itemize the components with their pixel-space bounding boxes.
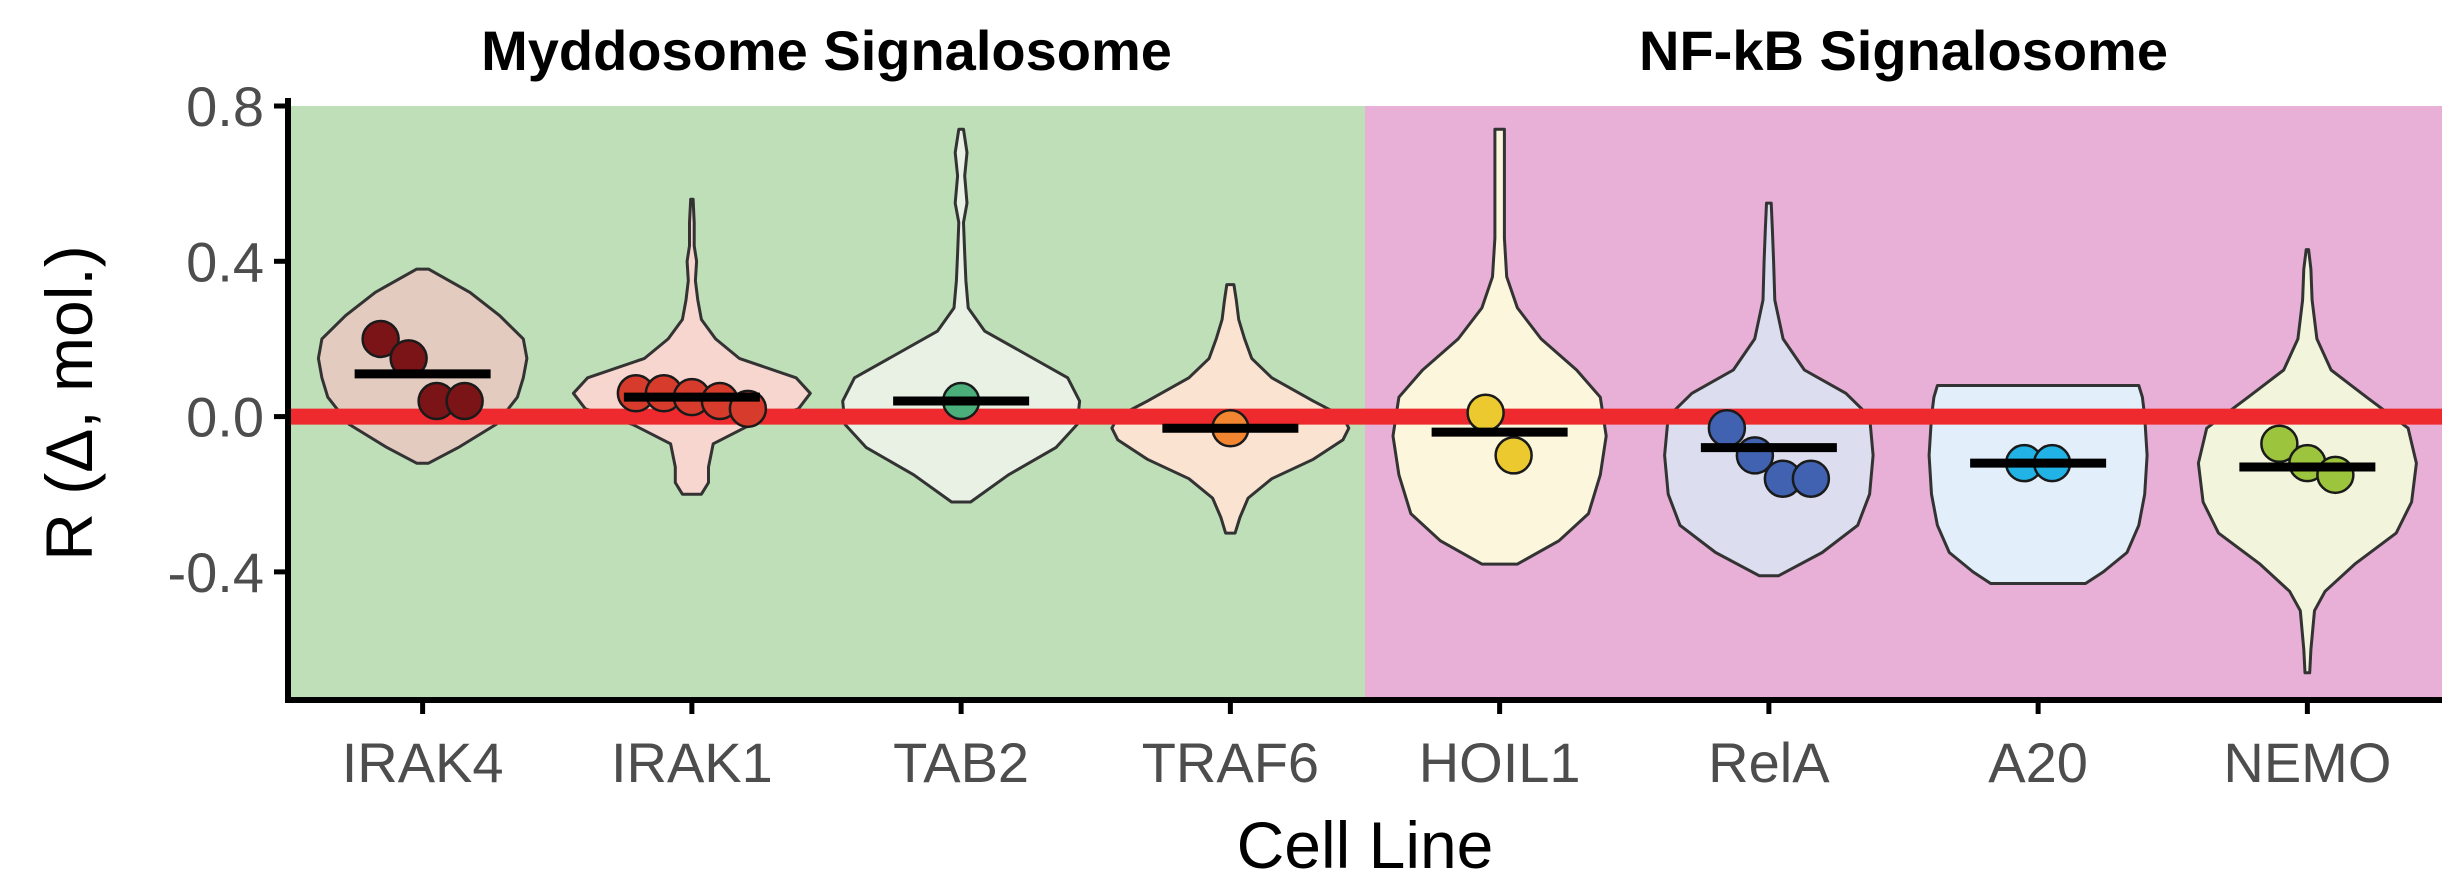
x-tick-label-traf6: TRAF6	[1142, 731, 1319, 794]
x-tick-label-nemo: NEMO	[2223, 731, 2391, 794]
x-tick-label-irak1: IRAK1	[611, 731, 773, 794]
data-point	[1468, 395, 1504, 431]
data-point	[1793, 461, 1829, 497]
y-tick-label: 0.0	[186, 386, 264, 449]
group-title: Myddosome Signalosome	[481, 19, 1172, 82]
y-tick-label: -0.4	[168, 541, 265, 604]
y-axis-title: R (Δ, mol.)	[32, 245, 106, 560]
x-tick-label-rela: RelA	[1708, 731, 1830, 794]
y-tick-label: 0.4	[186, 230, 264, 293]
y-tick-label: 0.8	[186, 75, 264, 138]
group-title: NF-kB Signalosome	[1639, 19, 2168, 82]
x-tick-label-hoil1: HOIL1	[1419, 731, 1581, 794]
data-point	[2317, 457, 2353, 493]
data-point	[1709, 410, 1745, 446]
x-tick-label-irak4: IRAK4	[342, 731, 504, 794]
x-tick-label-tab2: TAB2	[893, 731, 1029, 794]
data-point	[1496, 437, 1532, 473]
x-axis-title: Cell Line	[1237, 808, 1494, 882]
x-tick-label-a20: A20	[1988, 731, 2088, 794]
data-point	[447, 383, 483, 419]
